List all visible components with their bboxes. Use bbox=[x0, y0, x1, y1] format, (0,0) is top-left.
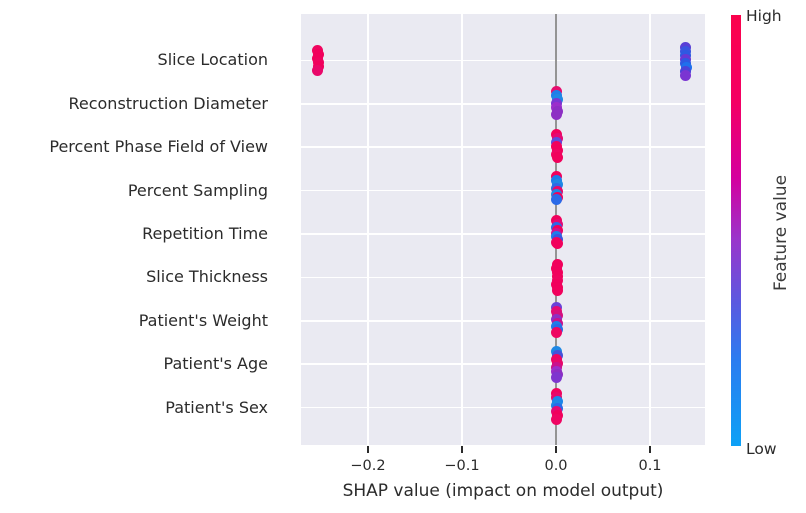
feature-label: Percent Phase Field of View bbox=[49, 137, 268, 157]
x-tick-mark bbox=[461, 446, 463, 453]
gridline-horizontal bbox=[301, 189, 705, 192]
x-tick-mark bbox=[367, 446, 369, 453]
colorbar bbox=[731, 15, 741, 446]
gridline-horizontal bbox=[301, 103, 705, 105]
colorbar-high-label: High bbox=[746, 7, 782, 25]
feature-label: Percent Sampling bbox=[127, 180, 268, 200]
x-tick-mark bbox=[555, 446, 557, 453]
feature-label: Slice Location bbox=[157, 50, 268, 70]
gridline-horizontal bbox=[301, 276, 705, 279]
feature-label: Patient's Sex bbox=[165, 397, 268, 417]
feature-label: Slice Thickness bbox=[146, 267, 268, 287]
x-tick-label: 0.1 bbox=[638, 458, 662, 474]
gridline-vertical bbox=[367, 14, 369, 445]
shap-dot bbox=[551, 109, 563, 121]
x-axis-title: SHAP value (impact on model output) bbox=[342, 481, 664, 501]
shap-dot bbox=[551, 327, 563, 339]
gridline-horizontal bbox=[301, 320, 705, 322]
shap-dot bbox=[551, 284, 563, 296]
gridline-horizontal bbox=[301, 406, 705, 409]
shap-dot bbox=[551, 414, 563, 426]
gridline-horizontal bbox=[301, 363, 705, 365]
shap-dot bbox=[551, 194, 563, 206]
shap-dot bbox=[312, 64, 324, 76]
feature-label: Reconstruction Diameter bbox=[68, 93, 268, 113]
colorbar-title: Feature value bbox=[771, 174, 791, 292]
y-axis-labels: Slice Location Reconstruction Diameter Per… bbox=[0, 14, 268, 445]
feature-label: Patient's Weight bbox=[138, 310, 268, 330]
x-tick-label: 0.0 bbox=[544, 458, 568, 474]
gridline-vertical bbox=[461, 14, 463, 445]
shap-dot bbox=[551, 237, 563, 249]
shap-dot bbox=[680, 69, 692, 81]
gridline-horizontal bbox=[301, 59, 705, 62]
gridline-horizontal bbox=[301, 146, 705, 148]
shap-dot bbox=[551, 371, 563, 383]
x-tick-label: −0.1 bbox=[444, 458, 480, 474]
x-tick-label: −0.2 bbox=[350, 458, 386, 474]
shap-dot bbox=[551, 151, 563, 163]
x-tick-mark bbox=[649, 446, 651, 453]
plot-area bbox=[301, 14, 705, 445]
gridline-vertical bbox=[649, 14, 651, 445]
gridline-horizontal bbox=[301, 233, 705, 235]
feature-label: Patient's Age bbox=[163, 354, 268, 374]
colorbar-low-label: Low bbox=[746, 440, 777, 458]
feature-label: Repetition Time bbox=[142, 224, 268, 243]
